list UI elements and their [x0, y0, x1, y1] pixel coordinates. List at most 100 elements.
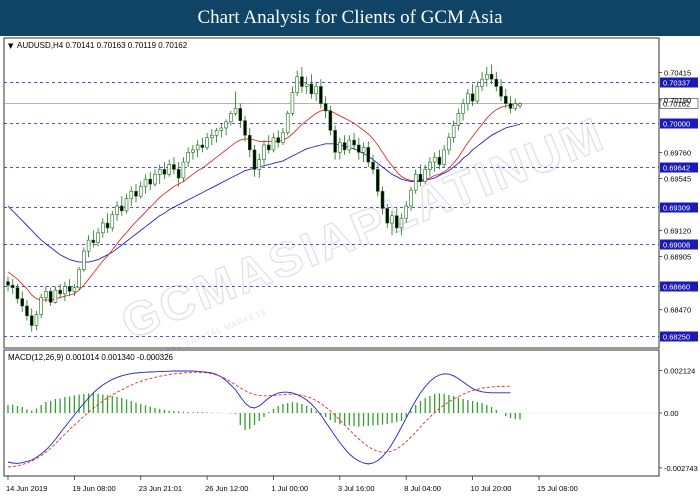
candle-body: [352, 139, 356, 146]
candle: [134, 184, 138, 203]
macd-line: [7, 370, 511, 465]
time-tick-label: 15 Jul 08:00: [537, 484, 578, 493]
macd-indicator: 0.002124 0.00 -0.002743: [4, 367, 698, 473]
candle-body: [304, 83, 309, 87]
candle: [432, 152, 437, 172]
candle: [428, 157, 432, 177]
candle-body: [494, 78, 499, 87]
candle-body: [480, 78, 484, 87]
candle: [394, 208, 399, 233]
candle: [480, 71, 484, 92]
candle: [499, 79, 503, 102]
time-tick-label: 19 Jun 08:00: [72, 484, 115, 493]
price-tick-label: 0.68470: [664, 306, 691, 315]
price-tick-label: 0.69120: [664, 226, 691, 235]
candle: [238, 103, 243, 128]
candle: [352, 132, 356, 150]
candle: [162, 162, 167, 180]
candle-body: [328, 110, 333, 131]
candle: [409, 186, 413, 211]
candle: [371, 154, 375, 175]
candle-body: [172, 164, 176, 170]
candle-body: [148, 178, 152, 185]
candle: [266, 135, 271, 154]
candle: [285, 110, 290, 136]
candle: [200, 137, 205, 153]
candle-body: [167, 164, 171, 175]
candle-body: [20, 298, 24, 307]
time-tick-label: 26 Jun 12:00: [205, 484, 248, 493]
candle: [176, 162, 181, 187]
candle-body: [428, 161, 432, 170]
candle-body: [186, 152, 190, 163]
candle-body: [390, 215, 394, 224]
candle: [63, 281, 67, 302]
candle-body: [157, 169, 162, 175]
candle-body: [508, 103, 513, 109]
current-price-box: [659, 98, 699, 109]
candle: [333, 125, 337, 160]
candle: [300, 66, 304, 93]
candle-body: [423, 169, 427, 182]
candle: [181, 157, 186, 182]
candle-body: [309, 83, 314, 95]
candle-body: [72, 287, 77, 292]
candle: [243, 115, 247, 142]
candle-body: [200, 144, 205, 148]
candle-body: [91, 239, 96, 243]
candle: [437, 149, 442, 170]
candle: [105, 213, 110, 233]
level-label-box: [660, 281, 698, 292]
level-label: 0.69008: [663, 241, 690, 250]
candle: [357, 137, 361, 160]
candle-body: [105, 222, 110, 229]
header-bar: [0, 0, 700, 36]
time-tick-label: 14 Jun 2019: [6, 484, 47, 493]
candle: [248, 127, 252, 158]
time-axis: 14 Jun 2019 19 Jun 08:00 23 Jun 21:01 26 Ju…: [6, 476, 578, 493]
candle-body: [86, 239, 91, 252]
level-label: 0.69642: [663, 164, 690, 173]
signal-line: [7, 371, 511, 468]
candle-body: [285, 113, 290, 134]
candle-body: [115, 205, 119, 215]
candle: [143, 174, 148, 194]
candle: [447, 132, 451, 155]
candle: [129, 186, 134, 206]
candle-body: [432, 156, 437, 163]
candle-body: [248, 134, 252, 151]
candle: [361, 142, 366, 163]
candle: [418, 164, 423, 187]
candle: [347, 135, 352, 154]
candle-body: [376, 169, 380, 192]
candle: [10, 279, 15, 294]
candle: [252, 145, 257, 177]
candle-body: [456, 113, 461, 126]
candle: [20, 291, 24, 313]
price-tick-label: 0.70415: [664, 68, 691, 77]
candle: [309, 74, 314, 99]
candle-body: [314, 86, 318, 95]
chart-dropdown-icon[interactable]: ▼: [8, 42, 14, 50]
candle-body: [385, 208, 390, 224]
candle-body: [380, 191, 385, 209]
candle-body: [257, 159, 262, 170]
level-label-box: [660, 239, 698, 250]
candle: [15, 284, 20, 304]
candle-body: [191, 149, 195, 153]
candle: [513, 98, 518, 111]
candle: [271, 132, 276, 153]
candle: [314, 81, 318, 102]
level-label: 0.69309: [663, 204, 690, 213]
candle-body: [290, 92, 295, 114]
candle-body: [252, 149, 257, 170]
candle: [39, 293, 43, 319]
candle-body: [58, 289, 62, 295]
candle-body: [110, 214, 115, 229]
candle: [44, 286, 48, 303]
candle: [399, 213, 404, 236]
candle-body: [29, 315, 34, 326]
candle-body: [6, 281, 10, 286]
candle: [58, 284, 62, 299]
